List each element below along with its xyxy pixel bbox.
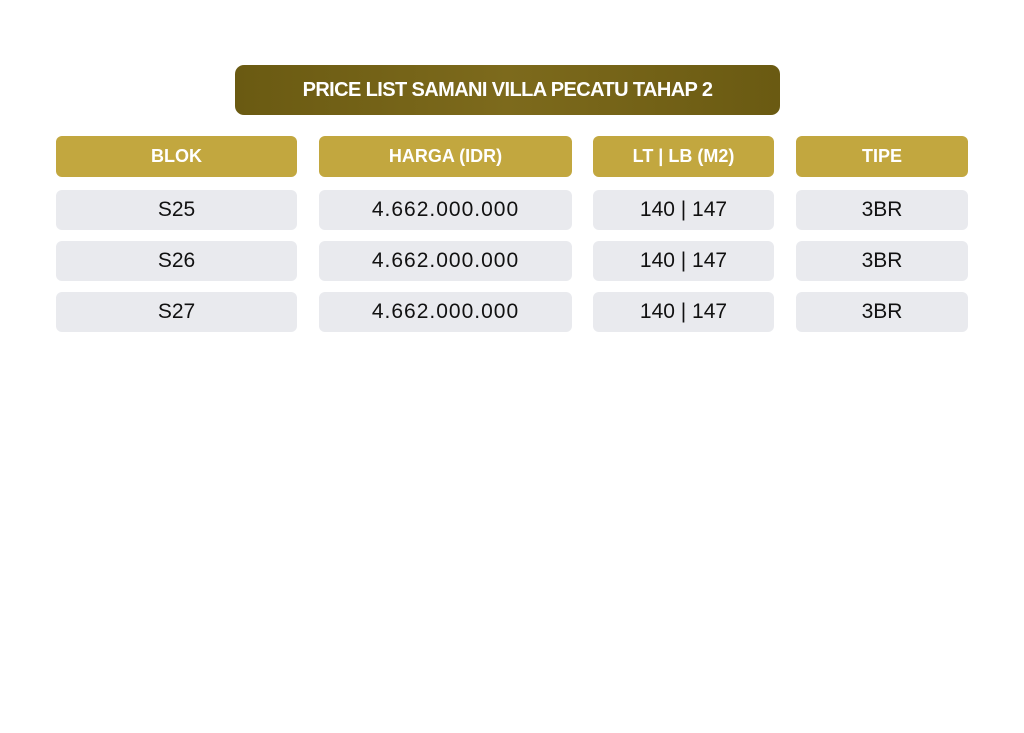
header-tipe: TIPE bbox=[796, 136, 968, 177]
header-lt-lb: LT | LB (M2) bbox=[593, 136, 774, 177]
cell-harga-row-2: 4.662.000.000 bbox=[319, 241, 572, 281]
cell-blok-row-1: S25 bbox=[56, 190, 297, 230]
cell-tipe-row-2: 3BR bbox=[796, 241, 968, 281]
cell-lt-lb-row-3: 140 | 147 bbox=[593, 292, 774, 332]
column-blok: BLOK S25 S26 S27 bbox=[56, 136, 297, 343]
column-lt-lb: LT | LB (M2) 140 | 147 140 | 147 140 | 1… bbox=[593, 136, 774, 343]
cell-blok-row-3: S27 bbox=[56, 292, 297, 332]
header-harga: HARGA (IDR) bbox=[319, 136, 572, 177]
column-tipe: TIPE 3BR 3BR 3BR bbox=[796, 136, 968, 343]
column-harga: HARGA (IDR) 4.662.000.000 4.662.000.000 … bbox=[319, 136, 572, 343]
cell-harga-row-3: 4.662.000.000 bbox=[319, 292, 572, 332]
cell-lt-lb-row-1: 140 | 147 bbox=[593, 190, 774, 230]
cell-tipe-row-1: 3BR bbox=[796, 190, 968, 230]
header-blok: BLOK bbox=[56, 136, 297, 177]
cell-blok-row-2: S26 bbox=[56, 241, 297, 281]
cell-lt-lb-row-2: 140 | 147 bbox=[593, 241, 774, 281]
cell-tipe-row-3: 3BR bbox=[796, 292, 968, 332]
price-list-title: PRICE LIST SAMANI VILLA PECATU TAHAP 2 bbox=[235, 65, 780, 115]
cell-harga-row-1: 4.662.000.000 bbox=[319, 190, 572, 230]
